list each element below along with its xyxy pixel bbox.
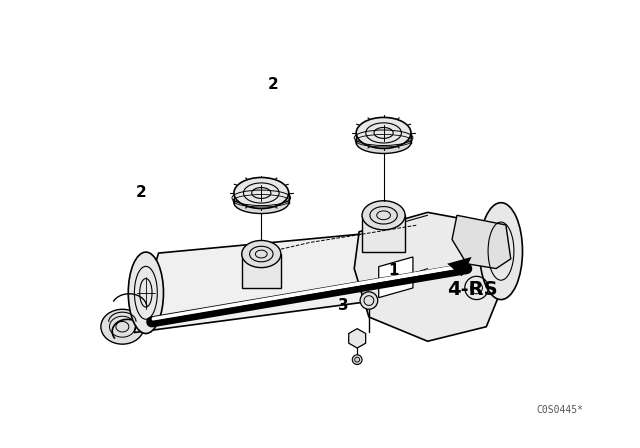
Ellipse shape [360,292,378,309]
Polygon shape [349,329,365,348]
Ellipse shape [352,355,362,365]
Polygon shape [242,254,281,288]
Polygon shape [242,254,281,288]
Ellipse shape [242,241,281,267]
Text: 3: 3 [338,298,348,313]
Polygon shape [362,215,405,252]
Text: 4-RS: 4-RS [447,280,498,299]
Ellipse shape [362,201,405,230]
Polygon shape [134,228,428,332]
Ellipse shape [234,192,289,214]
Polygon shape [447,257,472,276]
Ellipse shape [356,117,411,148]
Polygon shape [356,133,411,142]
Polygon shape [355,212,506,341]
Ellipse shape [356,132,411,154]
Polygon shape [452,215,511,268]
Text: 2: 2 [268,77,279,92]
Polygon shape [379,257,413,297]
Polygon shape [355,212,506,341]
Polygon shape [452,215,511,268]
Text: 1: 1 [388,263,399,278]
Polygon shape [379,257,413,297]
Polygon shape [349,329,365,348]
Ellipse shape [479,202,522,300]
Ellipse shape [101,309,144,344]
Polygon shape [134,228,428,332]
Text: C0S0445*: C0S0445* [536,405,583,415]
Text: 2: 2 [136,185,147,201]
Ellipse shape [234,177,289,208]
Ellipse shape [128,252,163,333]
Polygon shape [234,193,289,202]
Polygon shape [362,215,405,252]
